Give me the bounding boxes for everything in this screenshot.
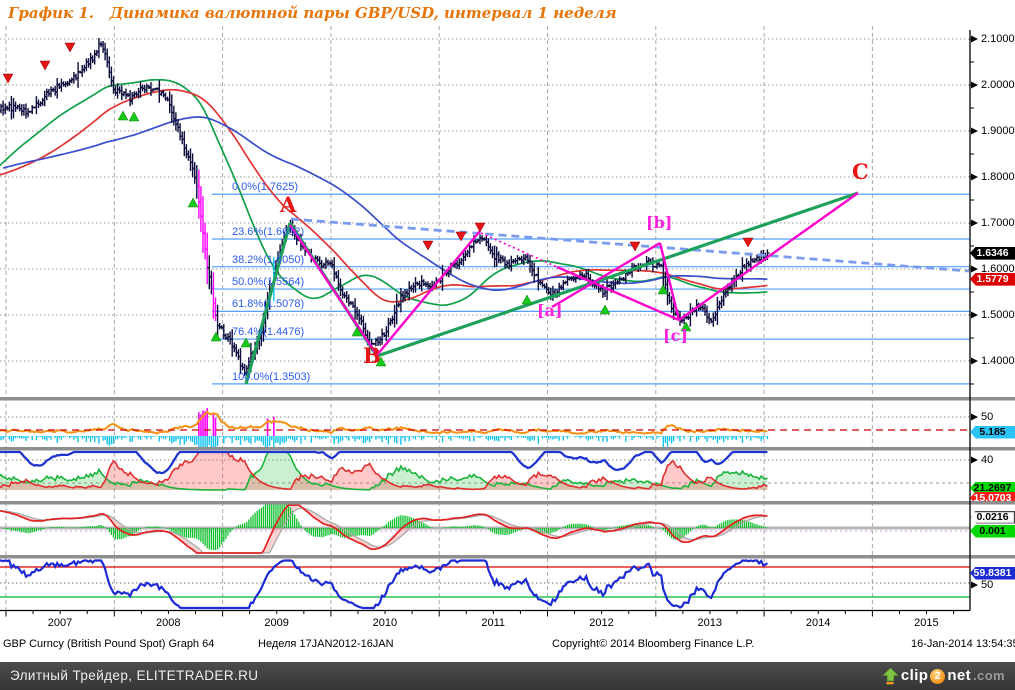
clip2net-arrow-icon xyxy=(882,668,899,685)
x-axis-year-label: 2012 xyxy=(572,617,632,629)
x-axis-year-label: 2007 xyxy=(30,617,90,629)
x-axis-year-label: 2014 xyxy=(788,617,848,629)
footer-bar: Элитный Трейдер, ELITETRADER.RU clip 2 n… xyxy=(0,662,1015,690)
fibonacci-label: 100.0%(1.3503) xyxy=(232,371,310,383)
x-axis-year-label: 2008 xyxy=(138,617,198,629)
y-axis-price-label: 1.7000 xyxy=(981,217,1015,229)
fibonacci-label: 76.4%(1.4476) xyxy=(232,326,304,338)
x-axis-year-label: 2015 xyxy=(896,617,956,629)
value-badge-clipped: 15.0703 xyxy=(970,492,1015,501)
value-badge: 0.0216 xyxy=(970,511,1015,524)
panel-scale-label: 40 xyxy=(981,454,993,466)
y-axis-price-label: 1.9000 xyxy=(981,125,1015,137)
fibonacci-label: 50.0%(1.5564) xyxy=(232,276,304,288)
elliott-wave-label-A: A xyxy=(280,194,296,215)
security-description: GBP Curncy (British Pound Spot) Graph 64 xyxy=(3,638,214,650)
y-axis-price-label: 1.4000 xyxy=(981,355,1015,367)
period-range: Неделя 17JAN2012-16JAN xyxy=(258,638,394,650)
y-axis-price-label: 2.0000 xyxy=(981,79,1015,91)
x-axis-year-label: 2009 xyxy=(247,617,307,629)
bloomberg-gbpusd-weekly-chart: График 1. Динамика валютной пары GBP/USD… xyxy=(0,0,1015,690)
logo-text-com: .com xyxy=(973,662,1005,690)
x-axis-year-label: 2011 xyxy=(463,617,523,629)
elliott-wave-label-a: [a] xyxy=(537,303,563,319)
copyright-notice: Copyright© 2014 Bloomberg Finance L.P. xyxy=(552,638,754,650)
y-axis-price-label: 1.8000 xyxy=(981,171,1015,183)
y-axis-price-label: 2.1000 xyxy=(981,33,1015,45)
elliott-wave-label-B: B xyxy=(363,345,381,366)
panel-scale-label: 50 xyxy=(981,579,993,591)
value-badge: 1.6346 xyxy=(970,247,1015,260)
fibonacci-label: 23.6%(1.6652) xyxy=(232,226,304,238)
clip2net-logo[interactable]: clip 2 net .com xyxy=(882,662,1005,690)
fibonacci-label: 61.8%(1.5078) xyxy=(232,298,304,310)
x-axis-year-label: 2010 xyxy=(355,617,415,629)
logo-text-clip: clip xyxy=(901,662,928,690)
value-badge: 59.8381 xyxy=(970,567,1015,580)
chart-timestamp: 16-Jan-2014 13:54:35 xyxy=(911,638,1015,650)
value-badge: 0.001 xyxy=(970,525,1015,538)
panel-scale-label: 50 xyxy=(981,411,993,423)
fibonacci-label: 38.2%(1.6050) xyxy=(232,254,304,266)
y-axis-price-label: 1.5000 xyxy=(981,309,1015,321)
logo-text-2: 2 xyxy=(930,669,945,684)
elliott-wave-label-C: C xyxy=(852,161,869,182)
elliott-wave-label-c: [c] xyxy=(663,328,688,344)
value-badge: 1.5779 xyxy=(970,273,1015,286)
x-axis-year-label: 2013 xyxy=(680,617,740,629)
value-badge: 15.0703 xyxy=(970,492,1015,501)
elliott-wave-label-b: [b] xyxy=(646,215,672,231)
chart-overlays: 2.10002.00001.90001.80001.70001.60001.50… xyxy=(0,0,1015,662)
value-badge: 5.185 xyxy=(970,426,1015,439)
logo-text-net: net xyxy=(947,662,971,690)
site-brand: Элитный Трейдер, ELITETRADER.RU xyxy=(10,668,258,683)
